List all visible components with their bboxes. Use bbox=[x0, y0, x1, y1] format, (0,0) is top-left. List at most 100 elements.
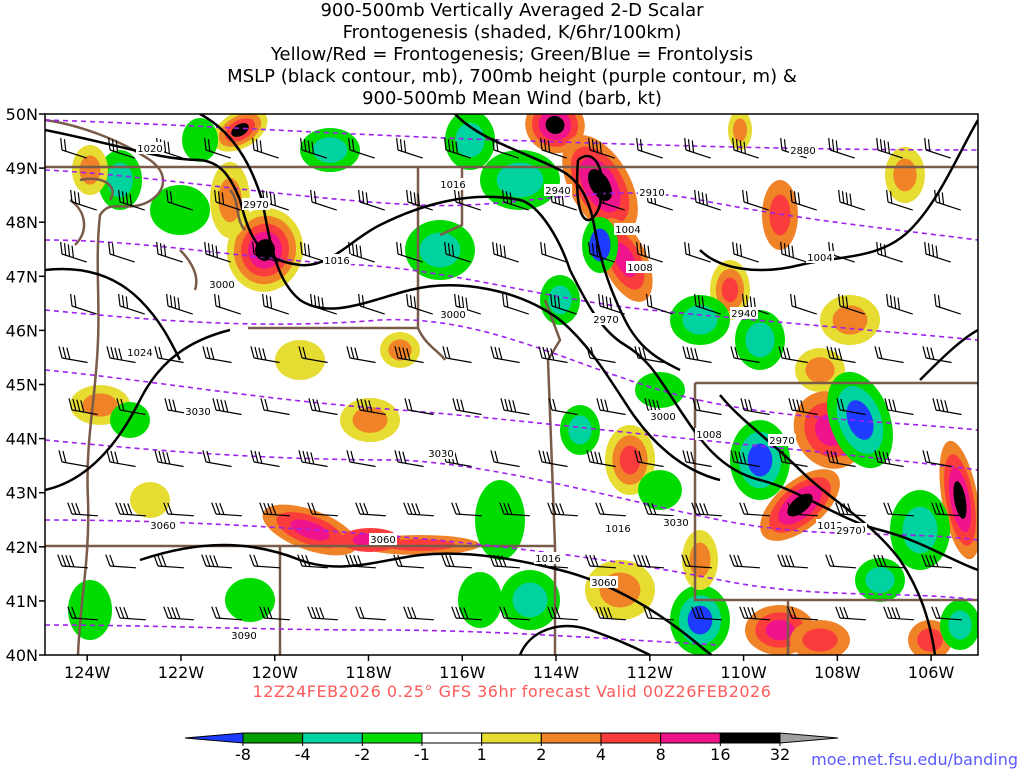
wind-barb bbox=[694, 293, 721, 315]
wind-barb bbox=[70, 189, 97, 211]
frontogenesis-cell bbox=[231, 123, 249, 137]
wind-barb bbox=[60, 137, 87, 159]
contour-label-bg bbox=[789, 144, 817, 156]
wind-barb bbox=[691, 502, 722, 517]
frontogenesis-cell bbox=[635, 372, 685, 408]
wind-barb bbox=[873, 554, 904, 569]
wind-barb bbox=[300, 241, 327, 263]
contour-label-bg bbox=[604, 522, 632, 534]
height-contour bbox=[45, 624, 721, 646]
mslp-contour bbox=[919, 328, 978, 381]
state-borders bbox=[45, 165, 978, 655]
wind-barb bbox=[777, 554, 808, 569]
frontogenesis-cell bbox=[902, 506, 938, 554]
wind-barb bbox=[250, 346, 280, 364]
height-label: 2970 bbox=[593, 315, 618, 326]
wind-barb bbox=[262, 293, 289, 315]
frontogenesis-cell bbox=[687, 605, 713, 635]
wind-barb bbox=[826, 346, 856, 364]
wind-barb bbox=[742, 189, 769, 211]
height-label: 2910 bbox=[639, 188, 664, 199]
wind-barb bbox=[60, 241, 87, 263]
wind-barb bbox=[310, 189, 337, 211]
wind-barb bbox=[694, 189, 721, 211]
wind-barb bbox=[540, 241, 567, 263]
mslp-label: 1020 bbox=[137, 144, 162, 155]
wind-barb bbox=[681, 554, 712, 569]
wind-barb bbox=[212, 398, 242, 416]
wind-barb bbox=[788, 398, 818, 416]
wind-barb bbox=[406, 189, 433, 211]
wind-barb bbox=[348, 137, 375, 159]
frontogenesis-cell bbox=[568, 415, 592, 445]
height-label: 2970 bbox=[836, 526, 861, 537]
frontogenesis-cell bbox=[419, 232, 461, 268]
wind-barb bbox=[634, 346, 664, 364]
wind-barb bbox=[876, 137, 903, 159]
frontogenesis-cell bbox=[689, 542, 711, 578]
wind-barb bbox=[57, 554, 88, 569]
wind-barb bbox=[828, 137, 855, 159]
wind-barb bbox=[489, 554, 520, 569]
lat-label: 46N bbox=[6, 321, 38, 340]
wind-barb bbox=[682, 346, 712, 364]
lat-label: 44N bbox=[6, 430, 38, 449]
wind-barb bbox=[492, 241, 519, 263]
frontogenesis-cell bbox=[745, 322, 775, 358]
wind-barb bbox=[874, 346, 904, 364]
wind-barb bbox=[252, 241, 279, 263]
frontogenesis-cell bbox=[589, 228, 611, 262]
coastline-segment bbox=[179, 189, 246, 291]
contour-label-bg bbox=[730, 307, 758, 319]
wind-barb bbox=[790, 293, 817, 315]
wind-barb bbox=[586, 450, 616, 468]
frontogenesis-cell bbox=[182, 118, 218, 162]
wind-barb bbox=[922, 346, 952, 364]
wind-barbs bbox=[57, 137, 962, 621]
wind-barb bbox=[934, 189, 961, 211]
wind-barb bbox=[691, 606, 722, 621]
wind-barb bbox=[588, 241, 615, 263]
contour-label-bg bbox=[208, 278, 236, 290]
contour-label-bg bbox=[806, 251, 834, 263]
contour-label-bg bbox=[835, 524, 863, 536]
contour-label-bg bbox=[323, 254, 351, 266]
contour-label-bg bbox=[184, 405, 212, 417]
height-contour bbox=[45, 309, 978, 431]
contour-label-bg bbox=[590, 576, 618, 588]
frontogenesis-cell bbox=[846, 400, 874, 440]
frontogenesis-cell bbox=[948, 610, 972, 640]
wind-barb bbox=[500, 398, 530, 416]
height-label: 3030 bbox=[663, 518, 688, 529]
wind-barb bbox=[355, 502, 386, 517]
wind-barb bbox=[598, 189, 625, 211]
contour-label-bg bbox=[136, 142, 164, 154]
frontogenesis-cell bbox=[150, 185, 210, 235]
height-contour bbox=[45, 519, 978, 601]
frontogenesis-cell bbox=[638, 470, 682, 510]
wind-barb bbox=[636, 137, 663, 159]
wind-barb bbox=[202, 450, 232, 468]
mslp-label: 1012 bbox=[817, 521, 842, 532]
wind-barb bbox=[547, 606, 578, 621]
frontogenesis-cell bbox=[682, 305, 718, 335]
mslp-label: 1008 bbox=[627, 263, 652, 274]
lon-label: 116W bbox=[439, 663, 486, 682]
wind-barb bbox=[58, 346, 88, 364]
wind-barb bbox=[595, 606, 626, 621]
contour-label-bg bbox=[626, 261, 654, 273]
site-credit[interactable]: moe.met.fsu.edu/banding bbox=[811, 750, 1018, 769]
wind-barb bbox=[883, 606, 914, 621]
wind-barb bbox=[684, 241, 711, 263]
wind-barb bbox=[729, 554, 760, 569]
wind-barb bbox=[740, 398, 770, 416]
frontogenesis-cell bbox=[68, 580, 112, 640]
wind-barb bbox=[548, 398, 578, 416]
wind-barb bbox=[259, 502, 290, 517]
height-contours bbox=[45, 119, 978, 646]
wind-barb bbox=[924, 137, 951, 159]
wind-barb bbox=[355, 606, 386, 621]
wind-barb bbox=[310, 293, 337, 315]
lon-label: 114W bbox=[533, 663, 580, 682]
height-label: 3060 bbox=[591, 578, 616, 589]
